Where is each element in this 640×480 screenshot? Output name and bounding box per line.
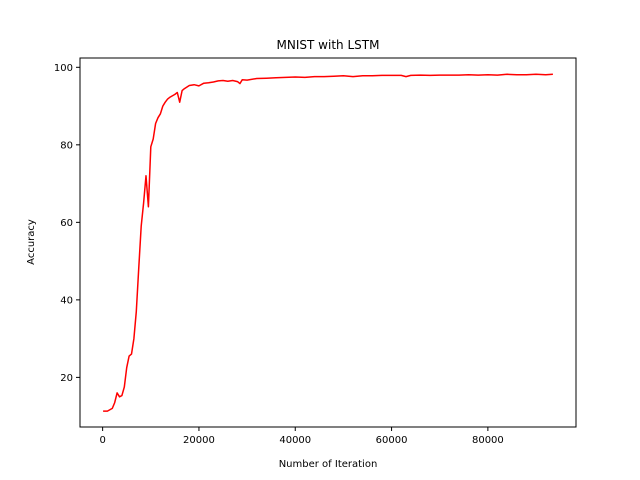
x-tick-label: 20000	[183, 435, 215, 446]
plot-area	[103, 73, 553, 412]
y-tick-label: 100	[54, 63, 73, 74]
x-tick-label: 0	[99, 435, 105, 446]
y-tick-label: 20	[60, 373, 73, 384]
accuracy-line	[103, 73, 553, 412]
y-axis-label: Accuracy	[26, 219, 37, 265]
x-tick-label: 80000	[472, 435, 504, 446]
y-tick-label: 40	[60, 295, 73, 306]
plot-frame	[79, 57, 577, 428]
axis-ticks: 0 20000 40000 60000 80000 20 40 60 80 100	[54, 63, 504, 446]
x-tick-label: 40000	[279, 435, 311, 446]
y-tick-label: 80	[60, 140, 73, 151]
y-tick-label: 60	[60, 218, 73, 229]
chart-title: MNIST with LSTM	[277, 38, 380, 52]
x-axis-label: Number of Iteration	[279, 459, 378, 470]
x-tick-label: 60000	[376, 435, 408, 446]
